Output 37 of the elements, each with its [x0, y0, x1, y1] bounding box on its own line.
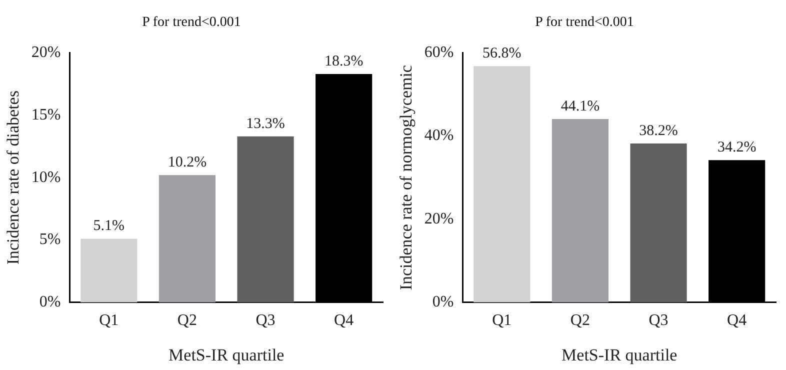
x-tick-label: Q3 [256, 312, 276, 330]
y-tick-label: 15% [31, 106, 61, 124]
bar [474, 66, 530, 302]
x-axis-title: MetS-IR quartile [562, 345, 678, 364]
y-axis-title: Incidence rate of normoglycemic [396, 64, 416, 290]
chart-title: P for trend<0.001 [535, 15, 634, 30]
data-label: 18.3% [324, 53, 364, 70]
x-tick-label: Q1 [99, 312, 119, 330]
y-tick-label: 5% [39, 231, 61, 248]
data-label: 38.2% [639, 122, 678, 139]
x-tick-label: Q2 [177, 312, 197, 330]
chart-title: P for trend<0.001 [142, 15, 241, 30]
x-tick-label: Q3 [648, 312, 668, 330]
x-axis-title: MetS-IR quartile [168, 345, 284, 364]
bar [158, 175, 216, 302]
x-tick-label: Q2 [570, 312, 590, 330]
y-tick-label: 20% [424, 210, 454, 228]
data-label: 56.8% [482, 46, 522, 62]
bar [552, 118, 608, 302]
y-tick-label: 0% [39, 294, 61, 311]
y-tick-label: 60% [424, 44, 454, 62]
x-tick-label: Q4 [727, 312, 747, 330]
bar [630, 143, 687, 302]
data-label: 34.2% [717, 140, 756, 156]
x-tick-label: Q4 [334, 312, 354, 330]
data-label: 13.3% [246, 116, 285, 132]
data-label: 44.1% [560, 98, 600, 114]
bar [237, 136, 294, 302]
y-tick-label: 40% [424, 127, 454, 144]
y-tick-label: 10% [31, 168, 61, 186]
data-label: 5.1% [93, 218, 125, 234]
bar [80, 238, 138, 302]
x-tick-label: Q1 [492, 312, 512, 330]
y-tick-label: 0% [432, 294, 454, 311]
y-tick-label: 20% [31, 44, 61, 62]
data-label: 10.2% [168, 154, 207, 171]
y-axis-title: Incidence rate of diabetes [4, 90, 23, 265]
